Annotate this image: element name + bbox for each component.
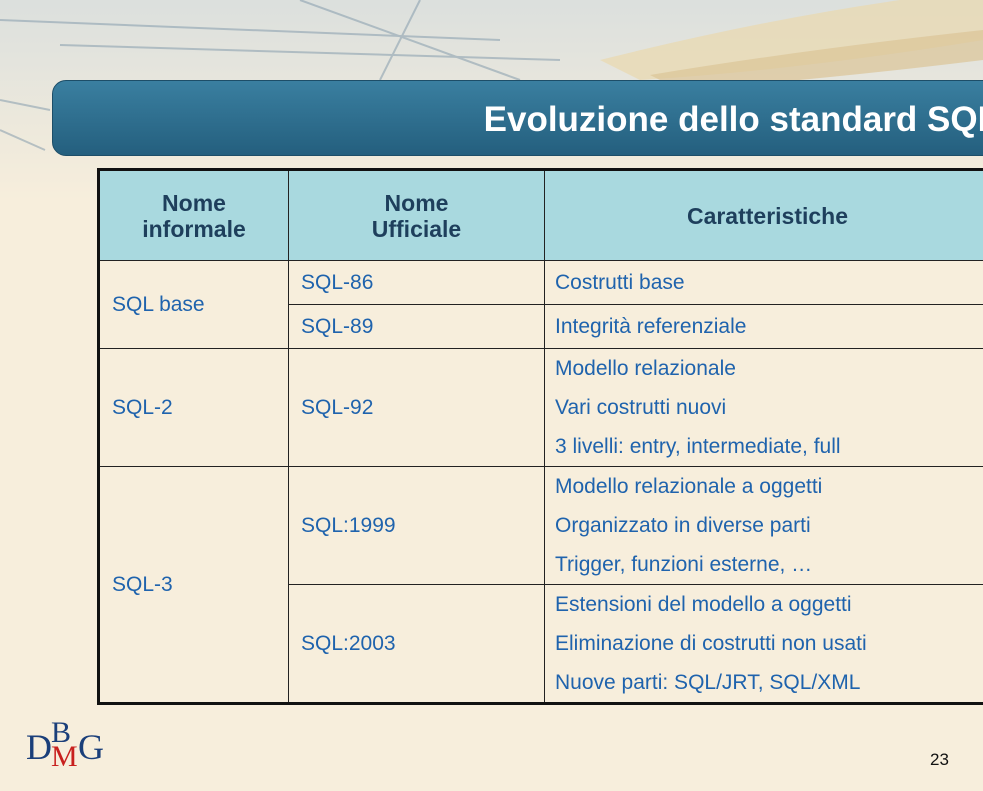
header-line: Nome [384,189,449,216]
column-header: Nome Ufficiale [288,169,545,261]
header-line: informale [142,215,246,242]
table-row: SQL-3 SQL:1999 Modello relazionale a ogget… [98,466,983,704]
feature-line: Estensioni del modello a oggetti [555,593,852,616]
header-line: Caratteristiche [686,202,849,229]
sql-table: Nome informale Nome Ufficiale Caratteristich… [97,168,983,705]
informal-name: SQL-3 [98,466,289,704]
slide-title: Evoluzione dello standard SQL [483,100,983,139]
official-name: SQL:1999 [288,466,545,585]
feature-line: Modello relazionale [555,357,736,380]
table-row: SQL-89 Integrità referenziale [99,304,983,349]
table-row: SQL base SQL-86 Costrutti base [98,260,983,349]
table-row: SQL-2 SQL-92 Modello relazionale Vari costr… [98,348,983,467]
table-row: SQL:2003 Estensioni del modello a oggetti… [99,584,983,704]
logo-letter: D [26,727,52,767]
feature-line: Eliminazione di costrutti non usati [555,632,867,655]
page-number: 23 [930,750,949,769]
logo-letter: M [51,740,78,773]
informal-name: SQL base [98,260,289,349]
feature-line: Costrutti base [555,271,685,294]
feature-line: Modello relazionale a oggetti [555,475,823,498]
official-name: SQL-86 [288,260,545,305]
features: Costrutti base [544,260,983,305]
header-line: Nome [162,189,226,216]
feature-line: Organizzato in diverse parti [555,514,811,537]
feature-line: 3 livelli: entry, intermediate, full [555,435,841,458]
logo-letter: B [51,716,72,749]
table-container: Nome informale Nome Ufficiale Caratteristich… [97,168,983,720]
features: Integrità referenziale [544,304,983,349]
column-header: Caratteristiche [544,169,983,261]
features: Modello relazionale Vari costrutti nuovi 3… [544,348,983,467]
features: Estensioni del modello a oggetti Eliminaz… [544,584,983,704]
logo: D B M G [26,716,136,778]
feature-line: Integrità referenziale [555,315,747,338]
feature-line: Vari costrutti nuovi [555,396,727,419]
header-line: Ufficiale [371,215,462,242]
feature-line: Trigger, funzioni esterne, … [555,553,813,576]
official-name: SQL-92 [288,348,545,467]
official-name: SQL:2003 [288,584,545,704]
features: Modello relazionale a oggetti Organizzato… [544,466,983,585]
informal-name: SQL-2 [98,348,289,467]
title-bar: Evoluzione dello standard SQL [52,80,983,156]
feature-line: Nuove parti: SQL/JRT, SQL/XML [555,671,861,694]
column-header: Nome informale [98,169,289,261]
official-name: SQL-89 [288,304,545,349]
logo-letter: G [78,727,104,767]
header-row: Nome informale Nome Ufficiale Caratteristich… [98,169,983,261]
